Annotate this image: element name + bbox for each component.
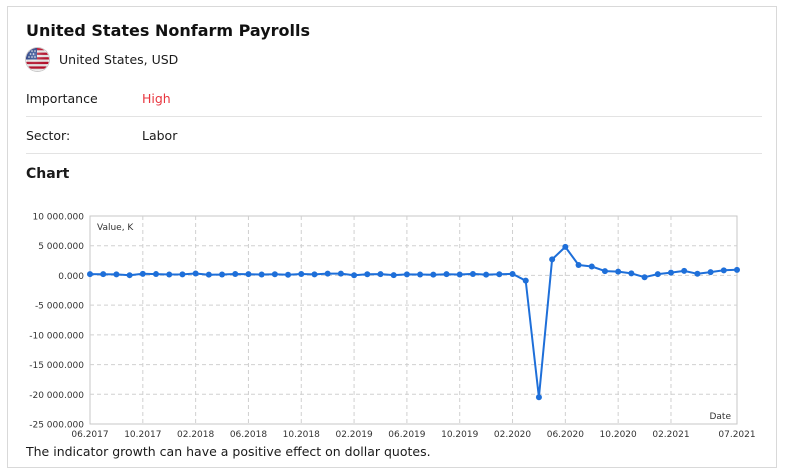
data-point [271,271,278,278]
page-title: United States Nonfarm Payrolls [26,21,311,40]
x-tick-label: 10.2018 [283,430,320,440]
data-point [681,267,688,274]
data-point [337,270,344,277]
payrolls-line-chart: 10 000.000 5 000.000 0.000 -5 000.000 -10 00… [29,213,755,441]
data-point [87,271,93,278]
importance-value: High [142,91,171,106]
footnote: The indicator growth can have a positive… [26,444,431,459]
data-point [166,271,173,278]
x-tick-label: 02.2018 [177,430,214,440]
x-tick-label: 10.2017 [124,430,161,440]
indicator-card: United States Nonfarm Payrolls [7,6,777,468]
data-point [601,268,608,275]
y-tick-label: -15 000.000 [29,361,84,371]
x-tick-label: 06.2019 [388,430,425,440]
data-point [667,269,674,276]
y-tick-label: 0.000 [58,272,84,282]
x-tick-label: 10.2020 [600,430,637,440]
data-point [694,270,701,277]
x-tick-label: 02.2021 [652,430,689,440]
y-tick-label: -10 000.000 [29,331,84,341]
data-point [232,271,239,278]
y-tick-label: -5 000.000 [35,302,84,312]
data-point [575,261,582,268]
data-point [219,271,226,278]
data-point [192,270,199,277]
data-point [562,243,569,250]
y-tick-label: -20 000.000 [29,391,84,401]
data-point [113,271,120,278]
data-point [654,271,661,278]
plot-frame [89,215,738,425]
data-point [734,266,740,273]
sector-row: Sector: Labor [26,118,762,154]
data-point [364,271,371,278]
sector-value: Labor [142,128,178,143]
data-point [509,270,516,277]
data-point [311,271,318,278]
data-point [496,271,503,278]
data-point [205,271,212,278]
data-point [483,271,490,278]
data-point [351,272,358,279]
data-point [285,271,292,278]
data-point [535,394,542,401]
data-point [179,271,186,278]
data-point [430,271,437,278]
us-flag-icon [26,48,49,71]
chart-heading: Chart [26,166,70,182]
data-point [245,271,252,278]
data-point [377,271,384,278]
x-tick-label: 06.2020 [547,430,584,440]
data-point [641,274,648,281]
data-point [153,271,160,278]
data-point [324,270,331,277]
x-tick-label: 06.2017 [71,430,108,440]
x-tick-label: 07.2021 [718,430,755,440]
y-tick-label: -25 000.000 [29,421,84,431]
data-point [139,270,146,277]
data-point [390,272,397,279]
data-point [707,269,714,276]
importance-row: Importance High [26,81,762,117]
data-point [443,271,450,278]
data-point [549,256,556,263]
country-line: United States, USD [26,48,178,71]
data-point [126,272,133,279]
y-tick-label: 5 000.000 [38,242,84,252]
data-point [615,268,622,275]
y-tick-label: 10 000.000 [32,213,84,223]
sector-label: Sector: [26,128,71,143]
data-point [588,263,595,270]
importance-label: Importance [26,91,98,106]
data-point [720,267,727,274]
data-point [403,271,410,278]
x-tick-label: 10.2019 [441,430,478,440]
data-point [628,270,635,277]
data-point [522,277,529,284]
y-axis-label: Value, K [97,223,134,233]
data-point [469,270,476,277]
country-label: United States, USD [59,52,179,67]
x-axis-label: Date [709,412,731,422]
x-tick-label: 02.2020 [494,430,531,440]
data-point [417,271,424,278]
x-tick-label: 06.2018 [230,430,267,440]
x-tick-label: 02.2019 [335,430,372,440]
data-point [258,271,265,278]
data-point [298,271,305,278]
data-point [456,271,463,278]
data-point [100,271,107,278]
